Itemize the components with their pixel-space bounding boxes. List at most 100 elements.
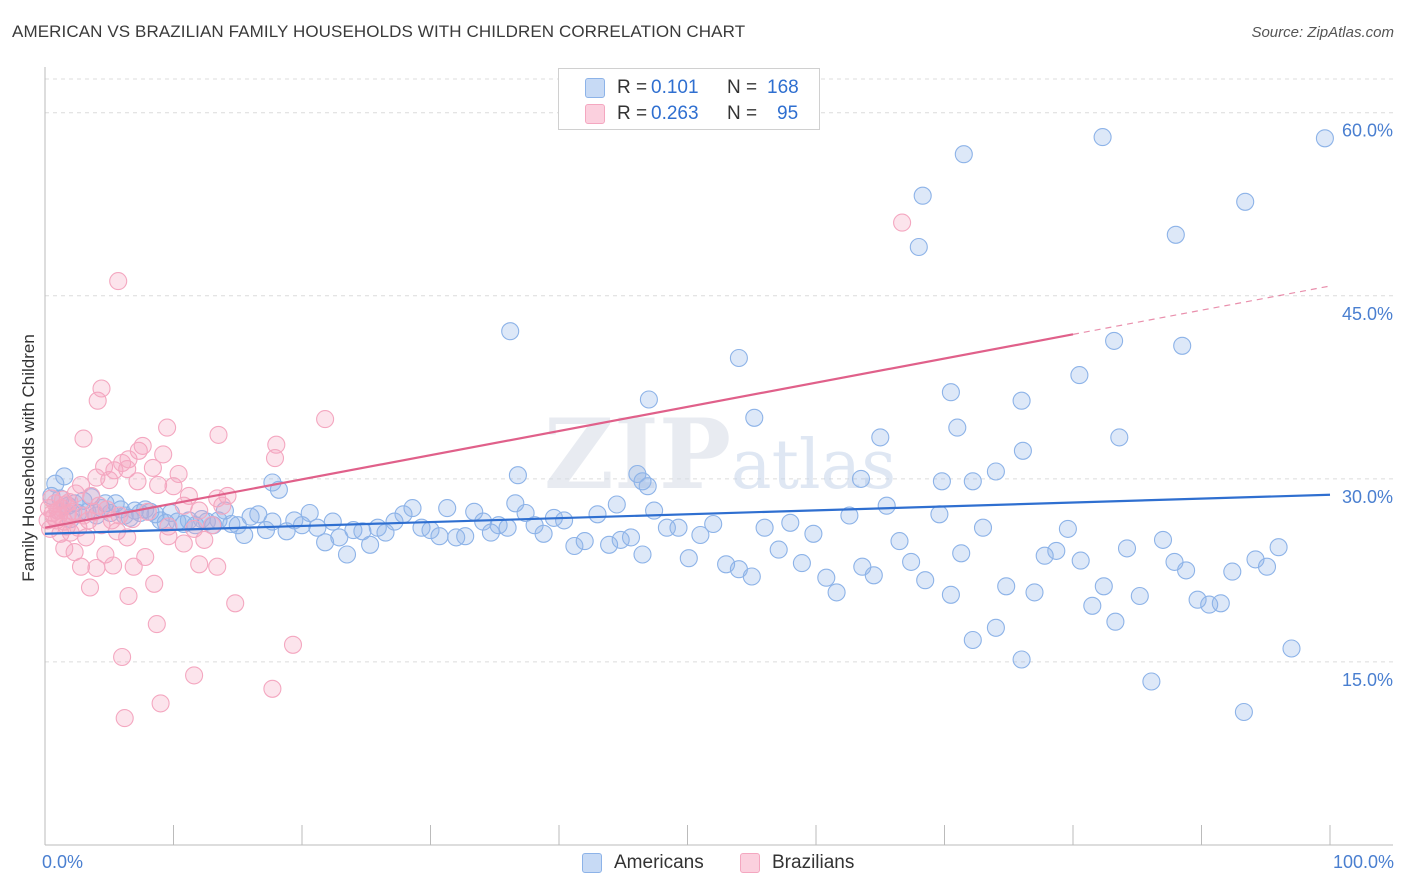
point-americans [1257, 557, 1277, 576]
point-americans [997, 577, 1016, 596]
point-americans [316, 533, 335, 552]
point-americans [1070, 366, 1089, 385]
point-brazilians [71, 557, 91, 576]
legend-label-americans: Americans [614, 852, 704, 873]
legend-n-label: N = [727, 103, 758, 124]
watermark: ZIPatlas [544, 398, 896, 511]
point-americans [1105, 331, 1124, 350]
point-americans [638, 477, 657, 496]
point-americans [954, 145, 973, 164]
point-americans [1035, 546, 1054, 565]
point-americans [913, 186, 932, 205]
point-americans [633, 545, 652, 564]
point-americans [691, 525, 710, 545]
point-americans [804, 524, 823, 543]
point-americans [1200, 595, 1219, 614]
americans-swatch [582, 853, 602, 873]
point-americans [645, 501, 664, 520]
point-brazilians [208, 557, 227, 576]
point-brazilians [66, 484, 85, 503]
point-americans [300, 503, 319, 523]
point-americans [792, 554, 811, 573]
point-brazilians [143, 458, 162, 477]
point-americans [1013, 441, 1032, 460]
point-brazilians [190, 555, 209, 574]
y-tick-label: 60.0% [1342, 121, 1393, 141]
point-americans [344, 521, 363, 540]
point-americans [555, 511, 574, 530]
point-americans [952, 544, 971, 563]
point-americans [403, 499, 422, 518]
point-americans [1025, 583, 1044, 602]
point-americans [621, 528, 641, 547]
point-americans [330, 528, 349, 547]
point-americans [902, 552, 921, 571]
point-americans [948, 418, 967, 437]
point-americans [249, 505, 268, 524]
point-americans [481, 523, 500, 542]
point-brazilians [218, 486, 237, 505]
point-americans [1234, 702, 1253, 722]
point-brazilians [169, 464, 188, 484]
point-americans [781, 513, 800, 532]
series-americans [42, 128, 1334, 722]
point-americans [498, 518, 517, 537]
point-brazilians [55, 539, 74, 558]
point-brazilians [226, 594, 245, 613]
series-legend: Americans Brazilians [0, 852, 1406, 876]
stats-legend: R = 0.101 N = 168 R = 0.263 N = 95 [558, 68, 820, 130]
legend-n-label: N = [727, 77, 758, 98]
point-brazilians [316, 410, 335, 429]
legend-swatch-americans [585, 78, 605, 98]
point-americans [385, 512, 404, 531]
point-americans [769, 540, 788, 559]
point-brazilians [105, 461, 124, 480]
point-americans [827, 583, 846, 602]
point-americans [447, 528, 466, 547]
point-americans [1177, 561, 1196, 580]
point-brazilians [124, 557, 143, 576]
legend-r-label: R = [617, 103, 648, 124]
point-brazilians [80, 578, 100, 597]
point-brazilians [100, 471, 119, 490]
y-tick-labels: 15.0% 30.0% 45.0% 60.0% [1342, 121, 1393, 690]
point-americans [817, 568, 836, 587]
point-brazilians [129, 441, 148, 460]
point-americans [607, 495, 626, 514]
point-americans [430, 527, 449, 546]
point-americans [337, 545, 357, 564]
trend-line-brazilians [44, 333, 1074, 529]
point-brazilians [185, 666, 204, 685]
point-americans [1130, 586, 1149, 606]
point-americans [1166, 225, 1185, 244]
point-brazilians [203, 516, 222, 535]
point-brazilians [149, 475, 168, 495]
point-brazilians [263, 679, 282, 698]
point-brazilians [267, 435, 286, 454]
point-americans [851, 469, 871, 488]
point-americans [639, 390, 658, 409]
series-brazilians [38, 213, 912, 728]
y-axis-label: Family Households with Children [19, 334, 38, 582]
point-americans [871, 428, 890, 447]
point-brazilians [138, 502, 157, 521]
point-americans [633, 472, 652, 491]
point-americans [1236, 192, 1255, 211]
point-brazilians [136, 547, 155, 567]
point-brazilians [115, 709, 134, 728]
point-americans [704, 514, 723, 534]
point-americans [1211, 594, 1230, 613]
point-brazilians [119, 586, 138, 606]
point-americans [963, 472, 982, 491]
point-americans [323, 512, 342, 531]
point-brazilians [893, 213, 912, 232]
y-tick-label: 30.0% [1342, 487, 1393, 507]
point-brazilians [213, 496, 232, 515]
point-americans [973, 518, 993, 537]
point-brazilians [147, 615, 166, 634]
point-brazilians [113, 647, 132, 667]
point-americans [890, 532, 909, 551]
point-americans [1083, 596, 1102, 615]
point-americans [877, 496, 896, 515]
